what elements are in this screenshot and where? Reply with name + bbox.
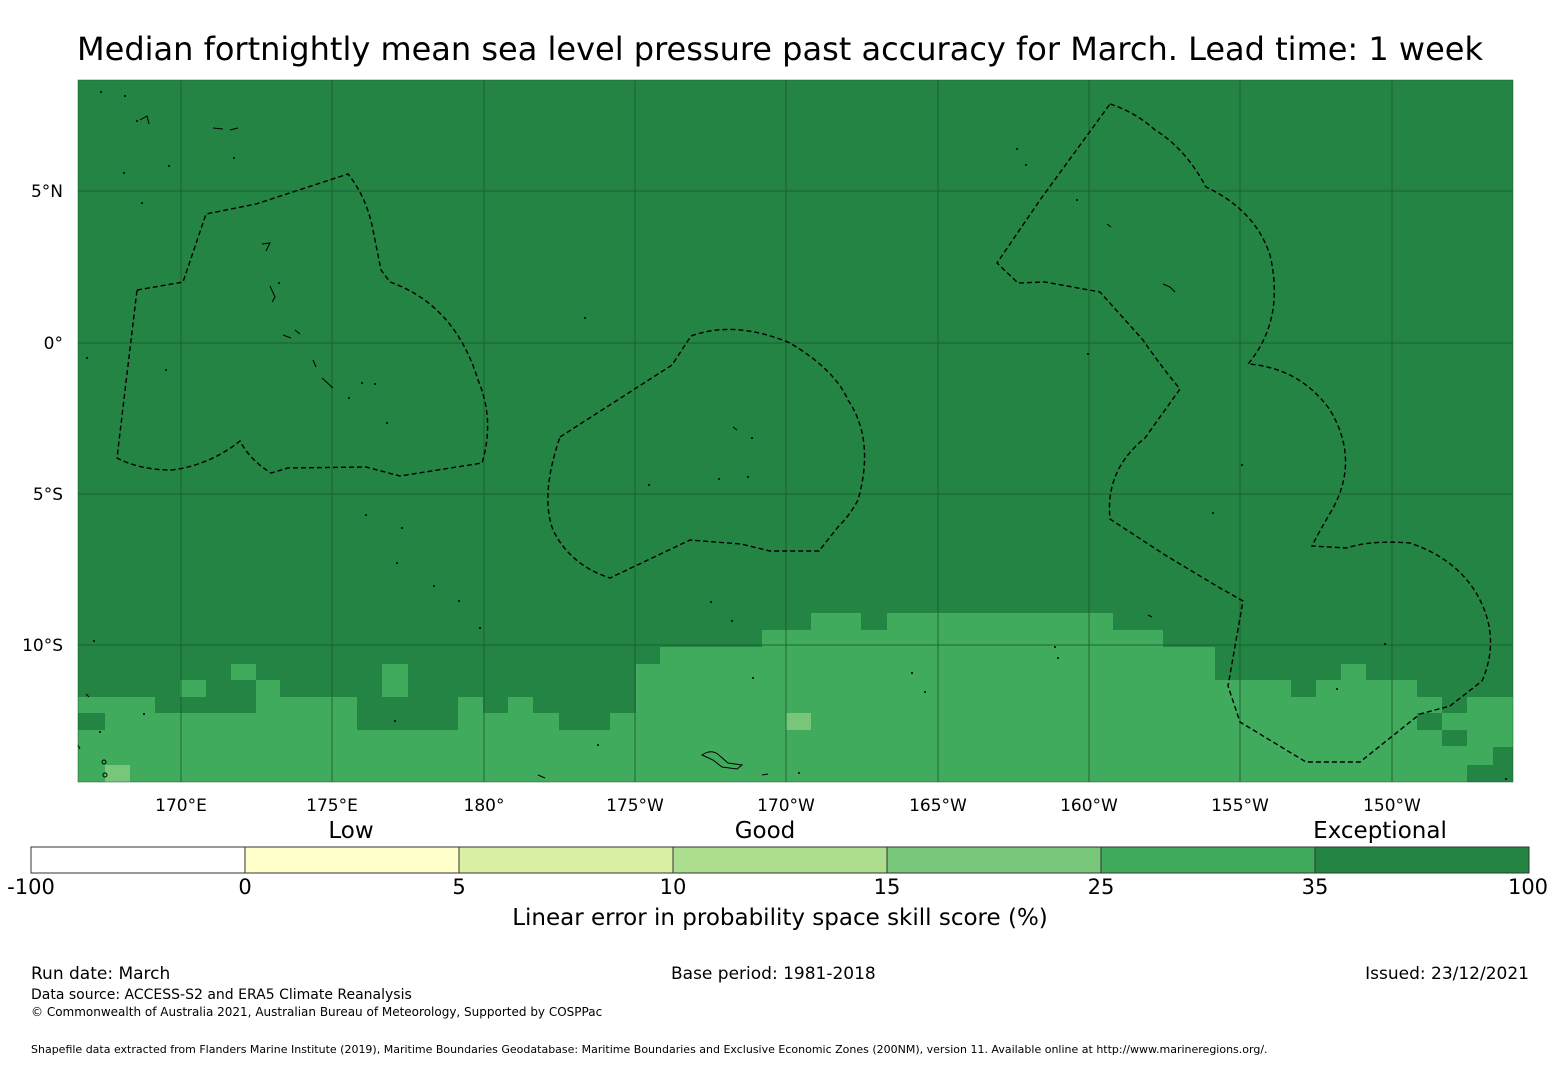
lat-label: 0° [44,334,63,354]
island [102,772,108,778]
map-title: Median fortnightly mean sea level pressu… [77,30,1483,68]
colorbar-tick: 15 [873,875,901,899]
island [732,426,738,431]
island [1162,283,1176,293]
skill-patch [78,697,105,713]
island-dots [86,91,1507,780]
shapefile-credit: Shapefile data extracted from Flanders M… [31,1043,1268,1056]
colorbar-tick: 10 [659,875,687,899]
skill-patch [1493,747,1513,782]
skill-patch [1442,730,1467,746]
lon-label: 175°E [306,796,358,816]
island [77,744,81,750]
colorbar-segment [458,846,674,874]
skill-patch [231,664,256,680]
graticule [78,80,1513,782]
skill-region-25-35 [78,613,1513,782]
lat-label: 5°N [31,182,63,202]
skill-patch-15-25 [105,765,130,782]
skill-patch-15-25 [786,713,811,730]
lon-label: 180° [464,796,505,816]
legend-category-good: Good [734,818,796,844]
island [139,115,150,125]
lat-label: 5°S [33,485,63,505]
island [269,285,276,303]
lon-label: 150°W [1363,796,1421,816]
lon-label: 170°W [757,796,815,816]
eez-boundary-tuvalu-kiribati-west [116,173,489,477]
island [537,774,546,779]
skill-patch [1467,765,1493,782]
base-period: Base period: 1981-2018 [671,964,876,984]
island [101,759,107,765]
lon-label: 175°W [606,796,664,816]
legend-category-low: Low [328,818,374,844]
colorbar-tick: 0 [238,875,252,899]
lat-label: 10°S [22,636,63,656]
colorbar-segment [1314,846,1530,874]
eez-boundary-phoenix [547,328,866,579]
eez-boundaries [116,103,1492,763]
skill-patch [1417,713,1442,730]
colorbar [30,846,1530,874]
colorbar-segment [244,846,460,874]
island [1106,223,1112,228]
run-date: Run date: March [31,964,171,984]
eez-boundary-line-islands [996,103,1492,763]
colorbar-segment [672,846,888,874]
skill-patch [382,664,408,697]
colorbar-segment [1100,846,1316,874]
colorbar-label: Linear error in probability space skill … [512,905,1048,931]
island [312,359,334,389]
colorbar-tick: 35 [1301,875,1329,899]
island [700,751,744,770]
colorbar-segment [30,846,246,874]
colorbar-tick: 25 [1087,875,1115,899]
colorbar-segment [886,846,1102,874]
lon-label: 160°W [1060,796,1118,816]
lon-label: 165°W [909,796,967,816]
islands [77,115,1176,779]
data-source: Data source: ACCESS-S2 and ERA5 Climate … [31,987,412,1003]
legend-category-exceptional: Exceptional [1313,818,1447,844]
island [212,127,239,131]
colorbar-tick: -100 [7,875,55,899]
island [1147,614,1153,618]
island [761,773,769,776]
colorbar-tick: 100 [1507,875,1549,899]
issued-date: Issued: 23/12/2021 [1365,964,1529,984]
copyright: © Commonwealth of Australia 2021, Austra… [31,1005,603,1019]
skill-patch [130,697,155,713]
skill-patch [180,680,206,697]
lon-label: 155°W [1211,796,1269,816]
island [85,693,90,698]
island [261,242,271,252]
colorbar-tick: 5 [452,875,466,899]
lon-label: 170°E [155,796,207,816]
island [282,329,301,339]
